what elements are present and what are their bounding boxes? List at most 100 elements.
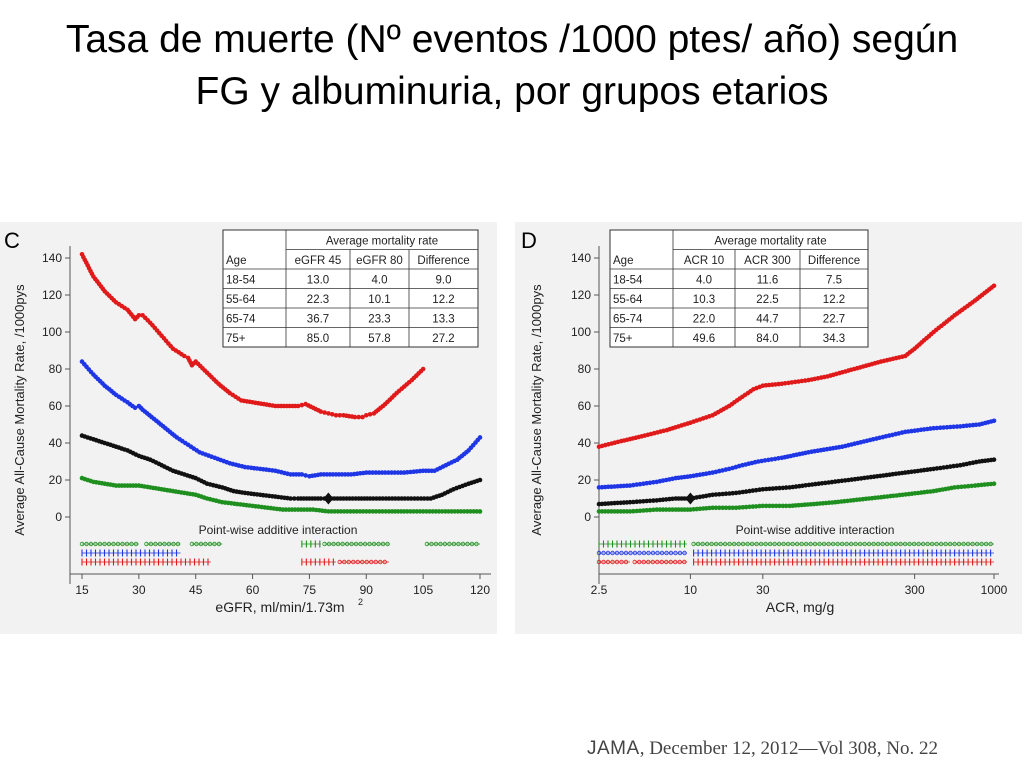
interaction-mark-circle bbox=[637, 559, 642, 565]
data-point bbox=[948, 424, 953, 430]
data-point bbox=[651, 498, 656, 503]
data-point bbox=[651, 507, 656, 513]
x-tick-label: 60 bbox=[246, 583, 260, 597]
interaction-mark-circle bbox=[349, 541, 354, 547]
interaction-mark-circle bbox=[925, 541, 930, 547]
series-points bbox=[79, 252, 426, 420]
x-tick-label: 120 bbox=[470, 583, 490, 597]
interaction-mark-circle bbox=[817, 541, 822, 547]
data-point bbox=[762, 458, 768, 463]
data-point bbox=[740, 505, 746, 510]
interaction-mark-circle bbox=[596, 559, 602, 565]
interaction-mark-circle bbox=[911, 541, 917, 547]
data-point bbox=[637, 508, 643, 514]
table-cell: 22.3 bbox=[307, 294, 329, 306]
interaction-mark-circle bbox=[465, 541, 470, 547]
y-axis-label: Average All-Cause Mortality Rate, /1000p… bbox=[12, 284, 27, 536]
data-point bbox=[333, 413, 339, 418]
x-tick-label: 300 bbox=[905, 583, 925, 597]
data-point bbox=[396, 496, 401, 501]
interaction-mark-circle bbox=[623, 559, 629, 565]
data-point bbox=[627, 509, 633, 514]
y-tick-label: 80 bbox=[49, 362, 63, 376]
data-point bbox=[783, 503, 789, 509]
data-point bbox=[938, 425, 943, 430]
data-point bbox=[326, 411, 331, 416]
data-point bbox=[631, 482, 636, 488]
interaction-mark-circle bbox=[385, 541, 390, 547]
interaction-mark-circle bbox=[88, 541, 94, 547]
series-line bbox=[81, 477, 480, 513]
interaction-mark-circle bbox=[212, 541, 217, 547]
x-axis-label-superscript: 2 bbox=[358, 597, 363, 607]
interaction-mark-circle bbox=[442, 541, 448, 547]
data-point bbox=[647, 480, 653, 486]
interaction-mark-circle bbox=[378, 559, 383, 565]
interaction-mark-circle bbox=[469, 541, 475, 547]
data-point bbox=[364, 413, 369, 418]
data-point bbox=[663, 507, 669, 512]
interaction-mark-circle bbox=[382, 559, 387, 565]
data-point bbox=[405, 509, 410, 514]
interaction-mark-circle bbox=[331, 541, 336, 547]
interaction-mark-circle bbox=[853, 541, 858, 547]
reference-marker bbox=[685, 492, 696, 505]
data-point bbox=[376, 470, 382, 475]
table-cell: 12.2 bbox=[823, 294, 845, 306]
data-point bbox=[420, 509, 426, 514]
interaction-mark-circle bbox=[438, 541, 443, 547]
interaction-mark-circle bbox=[844, 541, 849, 547]
data-point bbox=[727, 491, 732, 496]
interaction-segment bbox=[691, 541, 994, 547]
table-cell: 57.8 bbox=[368, 333, 390, 345]
data-point bbox=[644, 508, 649, 513]
panel-label: D bbox=[521, 228, 537, 253]
table-cell: 65-74 bbox=[613, 314, 643, 326]
data-point bbox=[763, 503, 769, 509]
y-axis-label: Average All-Cause Mortality Rate, /1000p… bbox=[529, 284, 544, 536]
interaction-mark-circle bbox=[153, 541, 158, 547]
data-point bbox=[991, 481, 997, 487]
data-point bbox=[991, 283, 997, 289]
data-point bbox=[461, 509, 467, 514]
interaction-mark-circle bbox=[682, 559, 687, 565]
chart-panel-c: C 0 20 40 60 80 100 120 140 Average All-Cause Mor… bbox=[0, 222, 497, 634]
chart-panel-d: D 0 20 40 60 80 100 120 140 Average All-Cause Mor… bbox=[515, 222, 1022, 634]
y-tick-label: 120 bbox=[42, 288, 62, 302]
x-axis-label: ACR, mg/g bbox=[766, 599, 834, 615]
interaction-mark-circle bbox=[821, 541, 827, 547]
data-point bbox=[424, 509, 429, 514]
mortality-table: Average mortality rate Age ACR 10 ACR 300 Di… bbox=[609, 229, 869, 348]
y-tick-label: 20 bbox=[49, 473, 63, 487]
data-point bbox=[959, 484, 964, 490]
data-point bbox=[370, 496, 376, 501]
data-point bbox=[360, 509, 366, 514]
interaction-mark-circle bbox=[740, 541, 746, 547]
interaction-mark-circle bbox=[371, 541, 377, 547]
interaction-mark-circle bbox=[956, 541, 962, 547]
slide-title: Tasa de muerte (Nº eventos /1000 ptes/ a… bbox=[65, 18, 959, 113]
y-tick-label: 40 bbox=[578, 436, 592, 450]
interaction-mark-circle bbox=[898, 541, 903, 547]
interaction-mark-circle bbox=[144, 541, 149, 547]
interaction-mark-circle bbox=[646, 559, 651, 565]
interaction-mark-circle bbox=[709, 541, 714, 547]
data-point bbox=[386, 496, 392, 501]
data-point bbox=[402, 496, 408, 501]
series-line bbox=[81, 434, 481, 500]
interaction-mark-circle bbox=[447, 541, 452, 547]
data-point bbox=[710, 505, 715, 511]
interaction-mark-circle bbox=[619, 550, 624, 556]
interaction-mark-circle bbox=[133, 541, 139, 547]
data-point bbox=[421, 496, 427, 501]
interaction-mark-circle bbox=[380, 541, 386, 547]
data-point bbox=[717, 505, 722, 511]
interaction-mark-circle bbox=[353, 541, 359, 547]
data-point bbox=[720, 505, 725, 511]
data-point bbox=[727, 505, 732, 511]
interaction-mark-circle bbox=[97, 541, 103, 547]
data-point bbox=[408, 509, 413, 514]
interaction-mark-circle bbox=[668, 559, 673, 565]
data-point bbox=[717, 492, 722, 497]
data-point bbox=[757, 503, 762, 509]
